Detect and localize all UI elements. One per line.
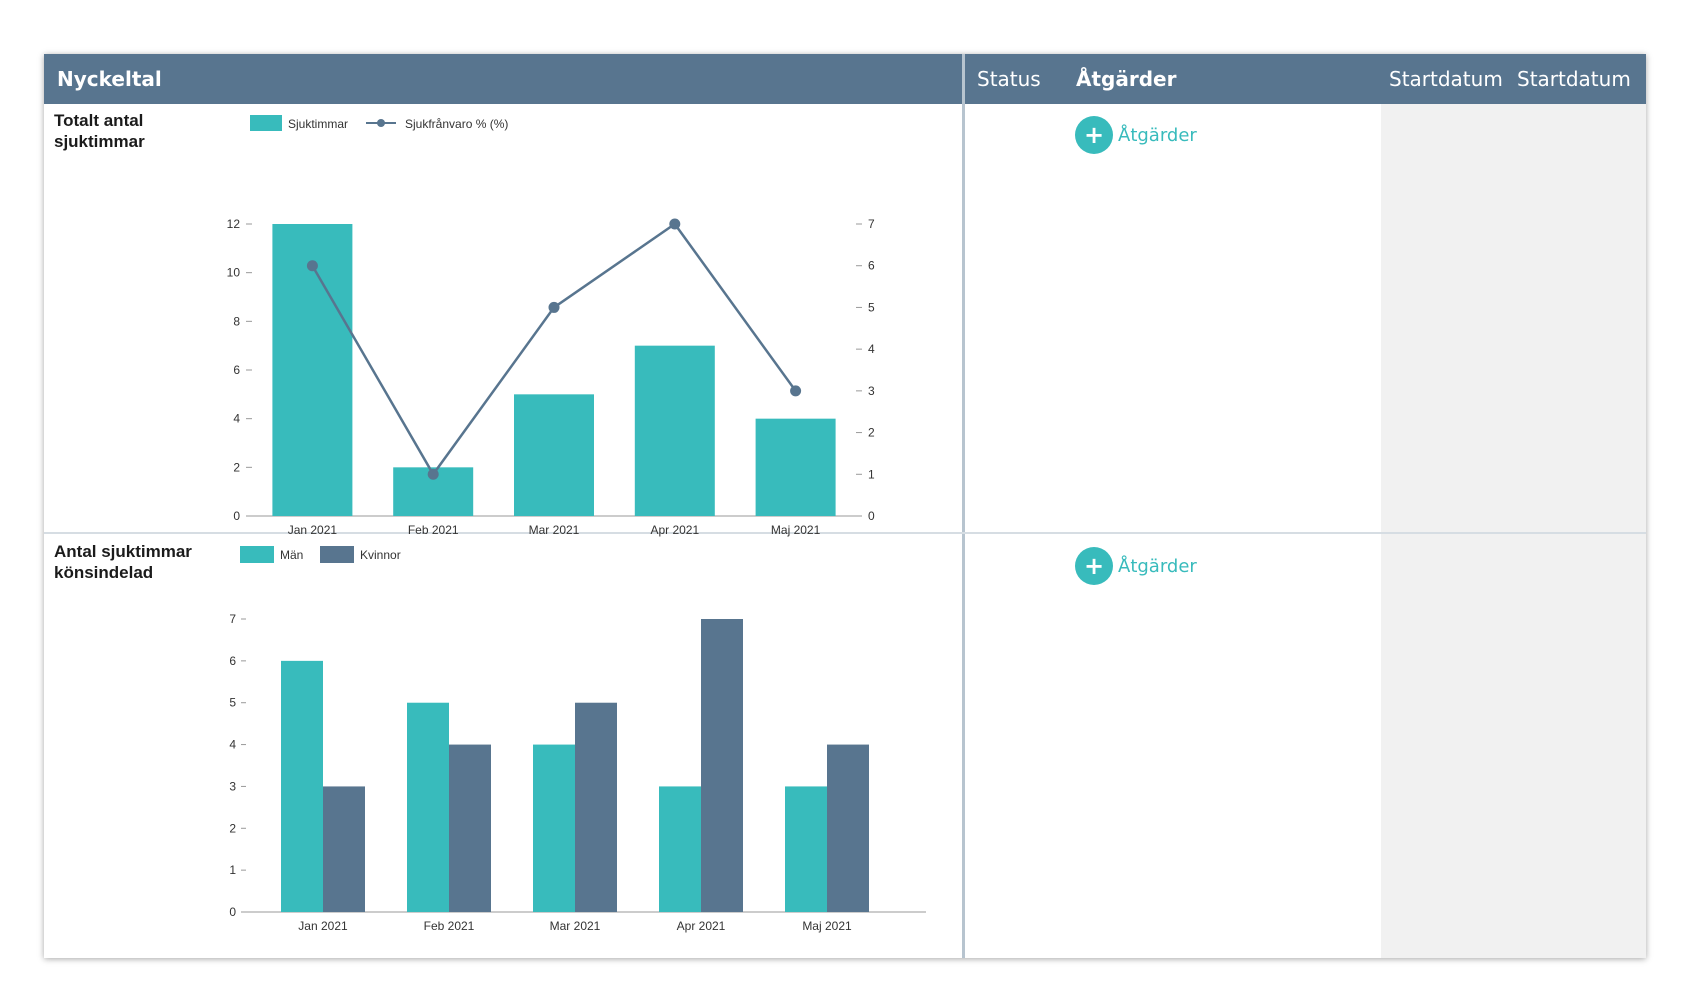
header-status: Status xyxy=(977,67,1041,91)
header-start-date-2: Startdatum xyxy=(1517,67,1631,91)
bar-kvinnor-mar-2021 xyxy=(575,702,617,912)
line-point-mar-2021 xyxy=(548,301,560,313)
x-tick-label: Feb 2021 xyxy=(424,919,475,933)
line-point-feb-2021 xyxy=(427,468,439,480)
legend-label-sjukfr-nvaro: Sjukfrånvaro % (%) xyxy=(405,117,508,131)
x-tick-label: Apr 2021 xyxy=(677,919,726,933)
add-action-button[interactable]: + Åtgärder xyxy=(1075,547,1197,585)
legend-label-m-n: Män xyxy=(280,548,303,562)
row-title-line2: könsindelad xyxy=(54,563,154,582)
y2-tick-label: 4 xyxy=(868,342,875,356)
x-tick-label: Jan 2021 xyxy=(298,919,348,933)
row-title-line2: sjuktimmar xyxy=(54,132,145,151)
y-tick-label: 8 xyxy=(233,314,240,328)
legend-swatch-kvinnor xyxy=(320,546,354,563)
legend-marker-sjukfr-nvaro xyxy=(377,119,385,127)
bar-m-n-jan-2021 xyxy=(281,660,323,912)
bar-m-n-mar-2021 xyxy=(533,744,575,912)
key-figures-panel: Nyckeltal Status Åtgärder Startdatum Sta… xyxy=(44,54,1646,958)
legend-swatch-m-n xyxy=(240,546,274,563)
row-title-line1: Totalt antal xyxy=(54,111,144,130)
y2-tick-label: 6 xyxy=(868,259,875,273)
y2-tick-label: 7 xyxy=(868,217,875,231)
y-tick-label: 3 xyxy=(229,779,236,793)
header-key-figures: Nyckeltal xyxy=(57,67,162,91)
column-divider xyxy=(962,54,965,958)
legend-label-kvinnor: Kvinnor xyxy=(360,548,401,562)
bar-jan-2021 xyxy=(272,224,353,516)
y-tick-label: 6 xyxy=(233,363,240,377)
header-start-date-1: Startdatum xyxy=(1389,67,1503,91)
y-tick-label: 0 xyxy=(229,905,236,919)
bar-kvinnor-apr-2021 xyxy=(701,619,743,912)
bar-kvinnor-feb-2021 xyxy=(449,744,491,912)
x-tick-label: Maj 2021 xyxy=(771,523,821,537)
y-tick-label: 10 xyxy=(227,266,241,280)
chart-sick-hours-by-gender: Män Kvinnor 0 1 2 3 4 5 6 7 Jan 2021 Feb 2021 Mar 20… xyxy=(229,546,926,933)
row-title-total-sick-hours: Totalt antal sjuktimmar xyxy=(54,110,244,152)
bar-kvinnor-jan-2021 xyxy=(323,786,365,912)
bar-apr-2021 xyxy=(634,345,715,516)
x-tick-label: Maj 2021 xyxy=(802,919,852,933)
y-tick-label: 1 xyxy=(229,863,236,877)
y2-tick-label: 1 xyxy=(868,467,875,481)
bar-m-n-maj-2021 xyxy=(785,786,827,912)
header-actions: Åtgärder xyxy=(1076,67,1177,91)
y-tick-label: 6 xyxy=(229,654,236,668)
x-tick-label: Feb 2021 xyxy=(408,523,459,537)
line-point-apr-2021 xyxy=(669,218,681,230)
legend-label-sjuktimmar: Sjuktimmar xyxy=(288,117,348,131)
add-action-label: Åtgärder xyxy=(1118,555,1197,577)
bar-mar-2021 xyxy=(514,394,594,516)
start-date-column xyxy=(1381,104,1646,958)
y2-tick-label: 0 xyxy=(868,509,875,523)
x-tick-label: Mar 2021 xyxy=(529,523,580,537)
y-tick-label: 4 xyxy=(229,738,236,752)
bar-m-n-apr-2021 xyxy=(659,786,701,912)
line-point-jan-2021 xyxy=(306,260,318,272)
plus-circle-icon: + xyxy=(1075,547,1113,585)
y2-tick-label: 3 xyxy=(868,384,875,398)
x-tick-label: Apr 2021 xyxy=(650,523,699,537)
y-tick-label: 2 xyxy=(229,821,236,835)
bar-maj-2021 xyxy=(755,418,836,516)
y-tick-label: 2 xyxy=(233,460,240,474)
y-tick-label: 12 xyxy=(227,217,241,231)
y-tick-label: 0 xyxy=(233,509,240,523)
y-tick-label: 5 xyxy=(229,696,236,710)
add-action-label: Åtgärder xyxy=(1118,124,1197,146)
row-title-line1: Antal sjuktimmar xyxy=(54,542,192,561)
plus-circle-icon: + xyxy=(1075,116,1113,154)
row-divider xyxy=(44,532,1646,534)
row-title-sick-hours-by-gender: Antal sjuktimmar könsindelad xyxy=(54,541,244,583)
x-tick-label: Jan 2021 xyxy=(288,523,338,537)
bar-m-n-feb-2021 xyxy=(407,702,449,912)
line-point-maj-2021 xyxy=(790,385,802,397)
legend-swatch-sjuktimmar xyxy=(250,115,282,131)
x-tick-label: Mar 2021 xyxy=(550,919,601,933)
bar-kvinnor-maj-2021 xyxy=(827,744,869,912)
y-tick-label: 7 xyxy=(229,612,236,626)
chart-total-sick-hours: Sjuktimmar Sjukfrånvaro % (%)024681012012… xyxy=(227,115,875,537)
table-header: Nyckeltal Status Åtgärder Startdatum Sta… xyxy=(44,54,1646,104)
y2-tick-label: 5 xyxy=(868,300,875,314)
y-tick-label: 4 xyxy=(233,412,240,426)
y2-tick-label: 2 xyxy=(868,426,875,440)
add-action-button[interactable]: + Åtgärder xyxy=(1075,116,1197,154)
